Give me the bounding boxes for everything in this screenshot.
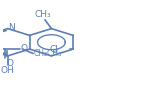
Text: OH: OH	[1, 66, 15, 75]
Text: O: O	[20, 44, 27, 53]
Text: O: O	[6, 59, 13, 68]
Text: N: N	[9, 23, 15, 32]
Text: Cl: Cl	[50, 45, 59, 54]
Text: CH₃: CH₃	[35, 10, 52, 19]
Text: CH₂CH₃: CH₂CH₃	[34, 49, 62, 58]
